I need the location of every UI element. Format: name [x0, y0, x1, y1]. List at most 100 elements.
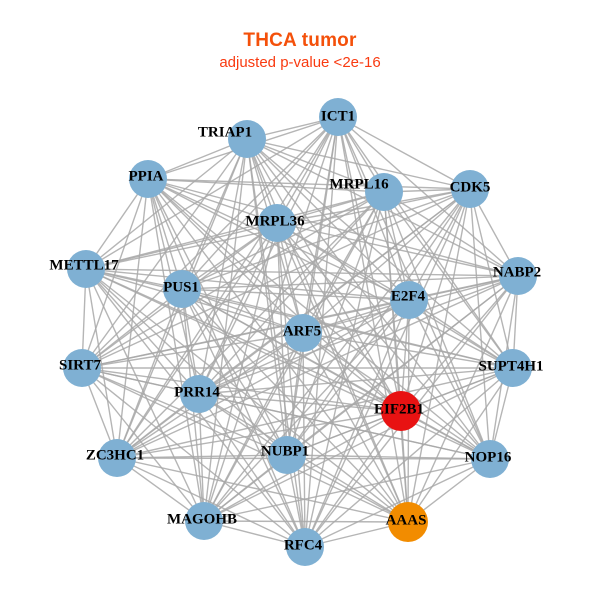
- graph-node-triap1[interactable]: [228, 120, 266, 158]
- graph-edge: [286, 299, 410, 456]
- graph-node-cdk5[interactable]: [451, 170, 489, 208]
- graph-node-e2f4[interactable]: [390, 281, 428, 319]
- graph-edge: [198, 222, 278, 395]
- graph-edge: [408, 188, 471, 301]
- graph-node-arf5[interactable]: [284, 314, 322, 352]
- page-title: THCA tumor: [243, 30, 357, 51]
- graph-edge: [147, 178, 306, 548]
- graph-edge: [181, 288, 409, 523]
- page-subtitle: adjusted p-value <2e-16: [219, 54, 381, 71]
- graph-edge: [181, 188, 471, 290]
- graph-node-nabp2[interactable]: [499, 257, 537, 295]
- graph-edge: [198, 275, 519, 395]
- graph-edge: [407, 367, 514, 523]
- graph-edge: [81, 367, 306, 548]
- graph-edge: [147, 178, 402, 412]
- graph-edge: [85, 268, 491, 460]
- graph-edge: [407, 275, 519, 523]
- graph-edge: [203, 367, 514, 522]
- graph-edge: [81, 367, 205, 522]
- graph-edge: [302, 332, 306, 548]
- graph-edge: [81, 178, 149, 369]
- graph-edge: [181, 288, 410, 301]
- graph-edge: [147, 178, 471, 190]
- graph-edge: [304, 299, 410, 548]
- graph-edge: [337, 116, 514, 369]
- graph-edge: [198, 332, 304, 395]
- graph-edge: [85, 222, 278, 270]
- graph-node-nubp1[interactable]: [268, 436, 306, 474]
- graph-node-pus1[interactable]: [163, 270, 201, 308]
- graph-edge: [302, 332, 409, 523]
- graph-node-sirt7[interactable]: [63, 349, 101, 387]
- graph-edge: [246, 138, 385, 193]
- graph-edge: [337, 116, 471, 190]
- graph-node-ict1[interactable]: [319, 98, 357, 136]
- graph-edge: [147, 178, 304, 334]
- graph-edge: [81, 299, 410, 369]
- graph-edge: [383, 191, 519, 277]
- graph-edge: [198, 367, 514, 395]
- graph-edge: [276, 222, 519, 277]
- graph-edge: [147, 178, 205, 522]
- graph-edge: [181, 288, 514, 369]
- graph-edge: [116, 288, 183, 459]
- graph-node-zc3hc1[interactable]: [98, 439, 136, 477]
- graph-edge: [302, 188, 471, 334]
- graph-edge: [276, 222, 306, 548]
- graph-edge: [286, 454, 491, 460]
- graph-edge: [85, 268, 402, 412]
- graph-edge: [198, 393, 402, 412]
- graph-edge: [116, 178, 149, 459]
- graph-edge: [81, 332, 304, 369]
- graph-edge: [181, 116, 339, 290]
- graph-edge: [286, 116, 339, 456]
- graph-edge: [198, 393, 205, 522]
- graph-node-aaas[interactable]: [388, 502, 428, 542]
- graph-node-magohb[interactable]: [185, 502, 223, 540]
- graph-node-rfc4[interactable]: [286, 528, 324, 566]
- graph-node-ppia[interactable]: [129, 160, 167, 198]
- graph-edge: [81, 138, 248, 369]
- graph-edge: [246, 138, 471, 190]
- graph-node-mrpl16[interactable]: [365, 173, 403, 211]
- graph-edge: [116, 275, 519, 459]
- graph-edge: [304, 410, 402, 548]
- graph-edge: [408, 299, 491, 460]
- graph-edge: [181, 288, 288, 456]
- graph-edge: [181, 275, 519, 290]
- graph-edge: [147, 178, 278, 224]
- graph-edge: [203, 222, 278, 522]
- graph-edge: [81, 367, 288, 456]
- graph-edge: [116, 299, 410, 459]
- graph-edge: [85, 268, 288, 456]
- graph-edge: [85, 268, 410, 301]
- graph-node-mettl17[interactable]: [67, 250, 105, 288]
- graph-node-supt4h1[interactable]: [494, 349, 532, 387]
- graph-edge: [203, 458, 491, 522]
- graph-node-nop16[interactable]: [471, 440, 509, 478]
- graph-node-prr14[interactable]: [180, 375, 218, 413]
- graph-edge: [116, 457, 409, 523]
- graph-edge: [286, 454, 409, 523]
- graph-edge: [304, 458, 491, 548]
- graph-edge: [116, 410, 402, 459]
- graph-edge: [147, 178, 519, 277]
- graph-edge: [198, 393, 491, 460]
- graph-edge: [85, 116, 339, 270]
- graph-edge: [147, 178, 385, 193]
- graph-edge: [302, 332, 514, 369]
- graph-node-eif2b1[interactable]: [381, 391, 421, 431]
- graph-edge: [81, 288, 183, 369]
- graph-edge: [81, 188, 471, 369]
- graph-edge: [286, 332, 304, 456]
- graph-edge: [286, 188, 471, 456]
- graph-edge: [116, 367, 514, 459]
- graph-edge: [81, 367, 402, 412]
- graph-edge: [383, 191, 514, 369]
- graph-node-mrpl36[interactable]: [258, 204, 296, 242]
- graph-edge: [276, 222, 288, 456]
